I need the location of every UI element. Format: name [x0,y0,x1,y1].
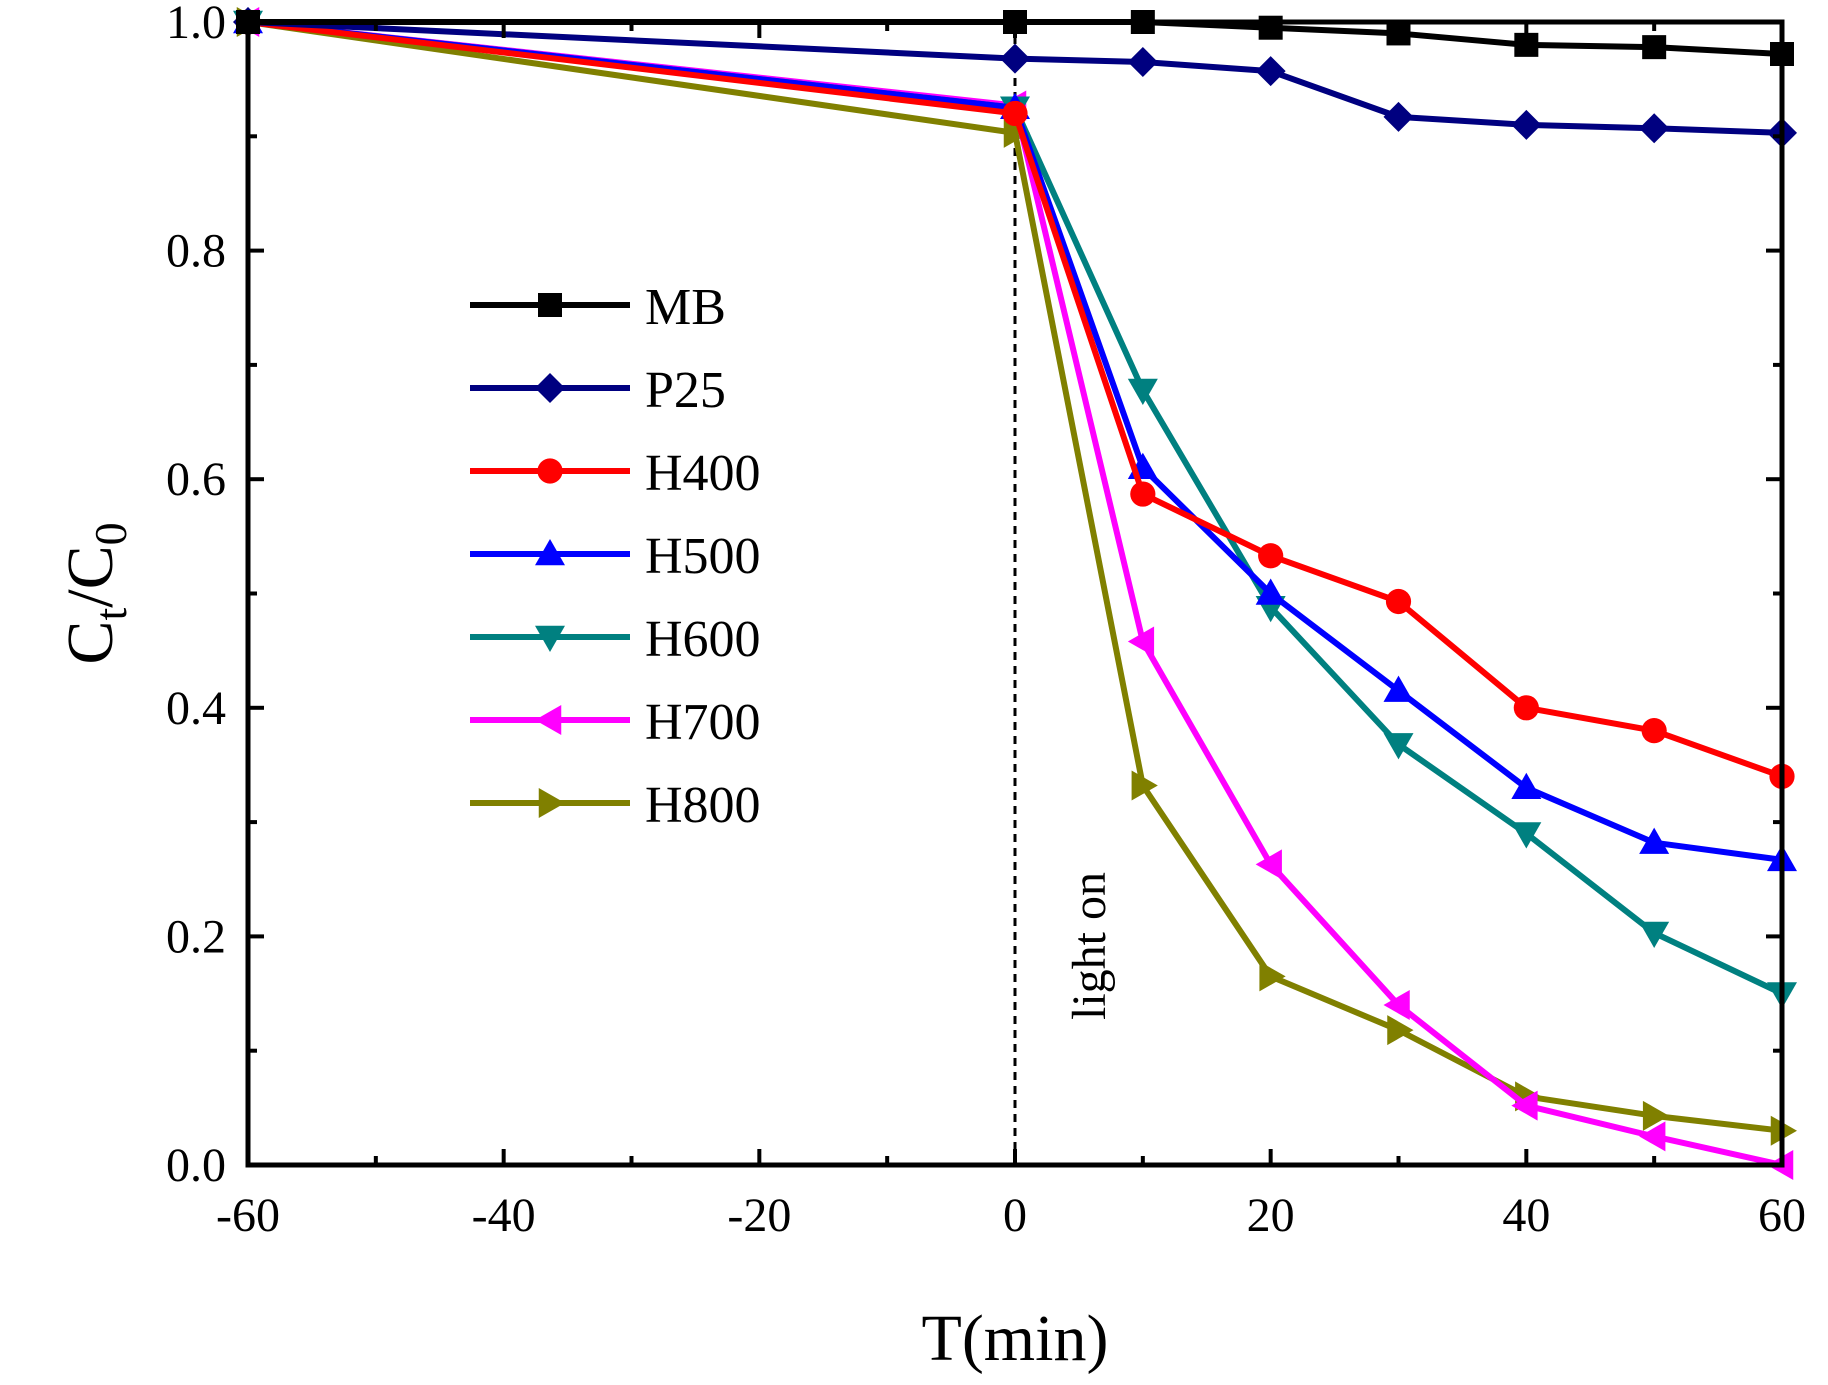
data-point-h800 [1387,1015,1414,1046]
data-point-h400 [1385,588,1412,615]
legend-label-h400: H400 [645,445,761,502]
legend-label-h800: H800 [645,777,761,834]
data-point-h700 [1383,989,1410,1020]
y-title-sub2: 0 [85,522,136,545]
axis-ticks: -60 -40 -20 0 20 40 60 0.0 0.2 0.4 0.6 0.8 1.0 [166,0,1806,1242]
data-point-h600 [1639,921,1670,948]
legend-marker-h500 [535,539,565,566]
legend-item-mb: MB [470,279,726,336]
x-tick-label: 20 [1247,1189,1295,1242]
data-point-p25 [1255,56,1286,87]
data-point-h400 [1641,718,1667,744]
data-point-h800 [1642,1100,1670,1131]
data-point-h400 [1002,100,1028,127]
y-title-sub1: t [85,608,136,621]
data-point-h600 [1383,733,1414,760]
data-point-h500 [1639,827,1670,854]
plot-content [233,7,1797,1180]
y-tick-label: 0.4 [166,682,226,735]
legend-item-h600: H600 [470,611,761,668]
legend-item-p25: P25 [470,362,726,419]
data-point-h700 [1127,626,1155,657]
series-line-p25 [247,19,1783,136]
series-h700 [233,7,1794,1180]
y-tick-label: 0.2 [166,910,226,963]
legend-marker-h600 [535,625,565,652]
series-line-h600 [247,19,1784,997]
data-point-h500 [1383,675,1414,702]
legend-marker-h700 [535,705,562,735]
x-tick-label: 60 [1758,1189,1806,1242]
light-on-annotation: light on [1063,872,1116,1020]
y-title-base: C [54,621,127,665]
data-point-h800 [1259,961,1286,992]
legend-label-p25: P25 [645,362,726,419]
x-axis-title: T(min) [922,1302,1109,1375]
data-point-p25 [1000,43,1030,74]
data-point-h800 [1003,117,1030,148]
legend-label-h600: H600 [645,611,761,668]
y-axis-title: Ct/C0 [54,522,136,664]
y-tick-label: 0.0 [166,1139,226,1192]
data-point-h700 [1255,849,1282,880]
legend-marker-h400 [537,458,563,484]
y-tick-label: 1.0 [166,0,226,49]
series-line-h700 [247,19,1783,1168]
y-tick-label: 0.8 [166,225,226,278]
legend: MB P25 H400 H500 H600 H700 H800 [470,279,761,834]
data-point-h600 [1511,822,1542,849]
y-title-mid: /C [54,545,127,607]
legend-label-h500: H500 [645,528,761,585]
legend-marker-p25 [535,373,565,403]
legend-item-h800: H800 [470,777,761,834]
data-point-h500 [1511,772,1542,800]
data-point-h700 [1511,1090,1538,1121]
data-point-mb [1642,35,1667,60]
x-tick-label: 0 [1003,1189,1027,1242]
data-point-h800 [1131,770,1158,801]
legend-marker-h800 [538,788,565,818]
legend-label-mb: MB [645,279,726,336]
data-point-h700 [1639,1121,1666,1152]
data-point-p25 [1511,109,1542,140]
data-point-h400 [1258,543,1284,569]
series-h800 [236,7,1797,1146]
legend-label-h700: H700 [645,694,761,751]
series-line-h400 [247,19,1784,780]
data-point-h400 [1513,695,1539,721]
data-point-h400 [1130,481,1156,507]
x-tick-label: -60 [216,1189,280,1242]
data-point-h600 [1127,378,1158,406]
x-tick-label: 40 [1502,1189,1550,1242]
y-tick-label: 0.6 [166,453,226,506]
data-point-h500 [1255,578,1286,605]
x-tick-label: -40 [472,1189,536,1242]
legend-item-h500: H500 [470,528,761,585]
series-line-h800 [247,19,1783,1134]
legend-marker-mb [538,293,562,317]
x-tick-label: -20 [727,1189,791,1242]
data-point-p25 [1639,113,1670,144]
data-point-p25 [1383,101,1414,132]
legend-item-h400: H400 [470,445,761,502]
data-point-p25 [1127,47,1158,78]
legend-item-h700: H700 [470,694,761,751]
series-h600 [233,10,1797,1009]
